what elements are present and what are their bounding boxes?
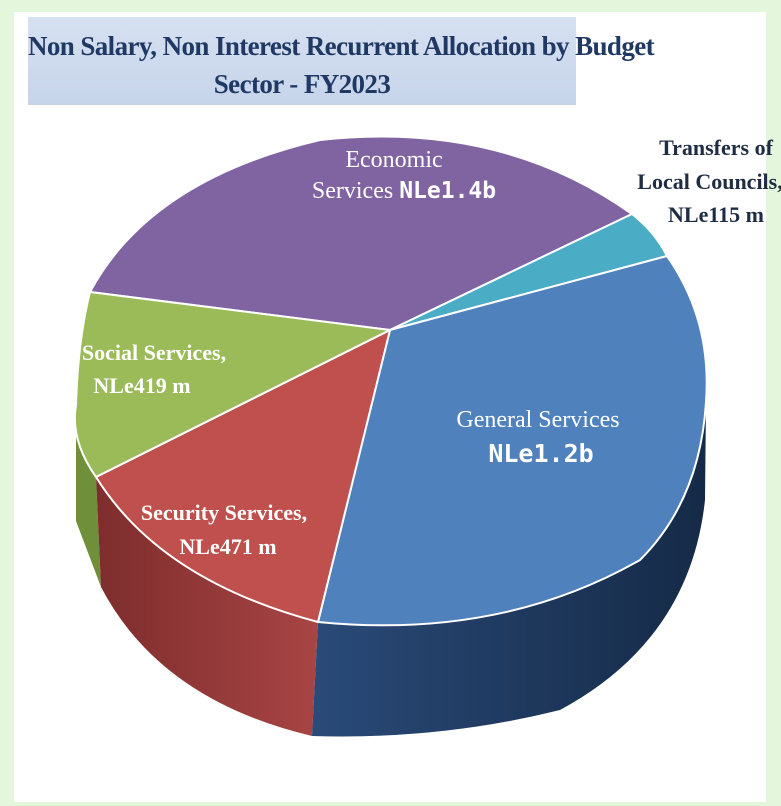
- label-security-name: Security Services,: [141, 500, 307, 525]
- slice-general: [316, 254, 708, 627]
- label-social-name: Social Services,: [82, 340, 226, 365]
- label-general-value: NLe1.2b: [488, 439, 593, 468]
- slice-security: [94, 328, 392, 624]
- label-economic-name-1: Economic: [345, 147, 442, 173]
- slice-side-general: [312, 402, 706, 737]
- label-economic-name-2: Services NLe1.4b: [312, 178, 496, 204]
- chart-title-line-2: Sector - FY2023: [213, 69, 391, 99]
- label-general-name: General Services: [456, 407, 619, 433]
- slice-side-social: [76, 431, 101, 587]
- label-transfers-name-1: Transfers of: [659, 135, 774, 160]
- label-transfers-name-2: Local Councils,: [637, 169, 781, 194]
- label-security-value: NLe471 m: [179, 534, 276, 559]
- slice-social: [73, 290, 394, 479]
- label-economic-value: NLe1.4b: [399, 178, 496, 204]
- label-transfers-value: NLe115 m: [668, 202, 764, 227]
- chart-title-line-1: Non Salary, Non Interest Recurrent Alloc…: [28, 31, 655, 61]
- label-social-value: NLe419 m: [93, 373, 190, 398]
- chart-title-box: Non Salary, Non Interest Recurrent Alloc…: [28, 17, 655, 105]
- slice-economic: [88, 135, 634, 332]
